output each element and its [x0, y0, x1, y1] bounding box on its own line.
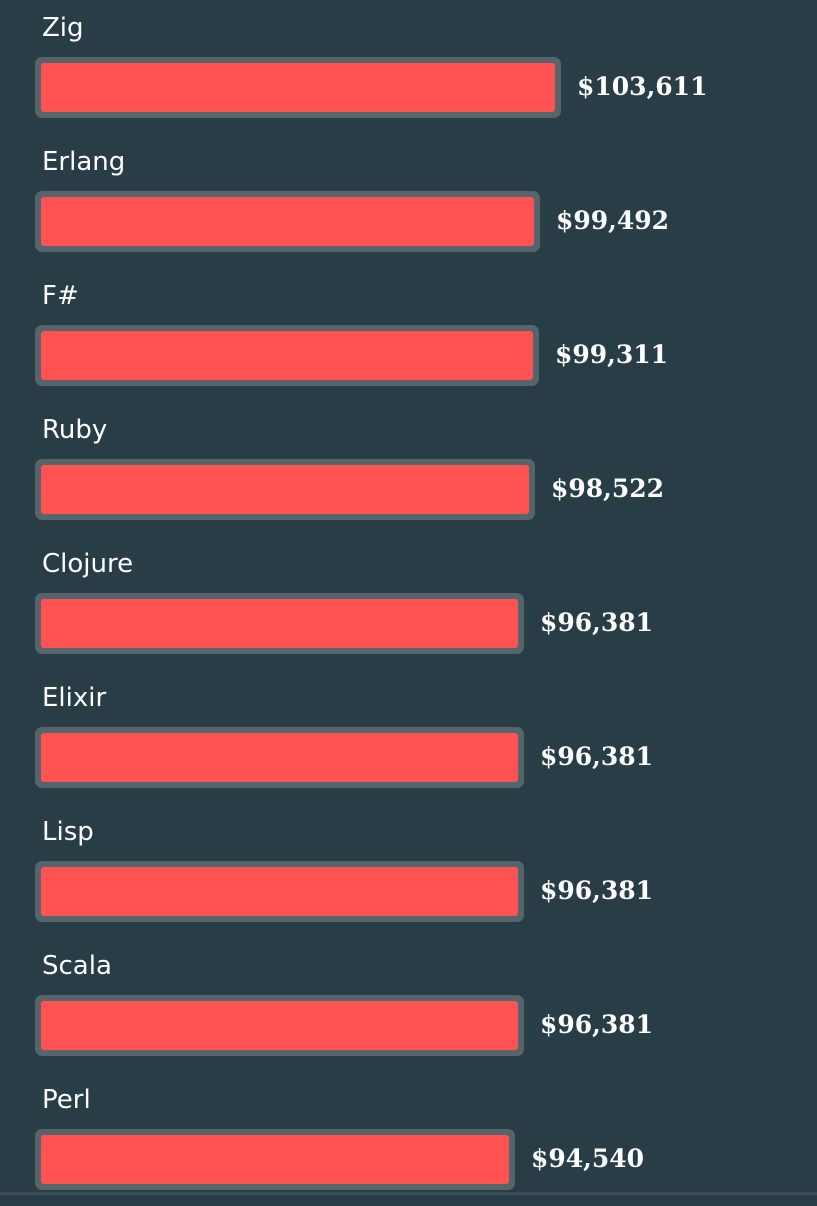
value-label: $94,540 [531, 1144, 645, 1173]
bar-fill [41, 733, 518, 782]
bar-row: F# $99,311 [0, 268, 817, 402]
bar-fill [41, 63, 555, 112]
bar-row: Lisp $96,381 [0, 804, 817, 938]
bottom-divider [0, 1192, 817, 1195]
bar [35, 727, 524, 788]
category-label: F# [42, 281, 79, 311]
bar [35, 459, 535, 520]
bar-fill [41, 599, 518, 648]
category-label: Zig [42, 13, 84, 43]
bar [35, 57, 561, 118]
bar-row: Scala $96,381 [0, 938, 817, 1072]
category-label: Elixir [42, 683, 107, 713]
category-label: Ruby [42, 415, 108, 445]
value-label: $99,492 [556, 206, 670, 235]
bar-fill [41, 331, 533, 380]
category-label: Erlang [42, 147, 126, 177]
bar-row: Zig $103,611 [0, 0, 817, 134]
bar [35, 325, 539, 386]
value-label: $96,381 [540, 608, 654, 637]
bar-fill [41, 197, 534, 246]
bar-row: Erlang $99,492 [0, 134, 817, 268]
value-label: $96,381 [540, 876, 654, 905]
bar-fill [41, 465, 529, 514]
value-label: $99,311 [555, 340, 669, 369]
bar-fill [41, 1135, 509, 1184]
bar-row: Ruby $98,522 [0, 402, 817, 536]
bar [35, 861, 524, 922]
category-label: Clojure [42, 549, 134, 579]
bar [35, 191, 540, 252]
bar [35, 593, 524, 654]
category-label: Scala [42, 951, 112, 981]
value-label: $103,611 [577, 72, 708, 101]
category-label: Lisp [42, 817, 94, 847]
bar [35, 995, 524, 1056]
bar-row: Perl $94,540 [0, 1072, 817, 1206]
bar-row: Elixir $96,381 [0, 670, 817, 804]
bar-fill [41, 867, 518, 916]
value-label: $98,522 [551, 474, 665, 503]
bar-row: Clojure $96,381 [0, 536, 817, 670]
bar-fill [41, 1001, 518, 1050]
bar [35, 1129, 515, 1190]
value-label: $96,381 [540, 742, 654, 771]
value-label: $96,381 [540, 1010, 654, 1039]
category-label: Perl [42, 1085, 91, 1115]
